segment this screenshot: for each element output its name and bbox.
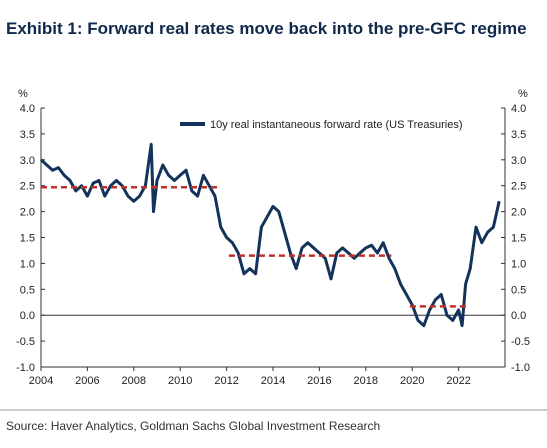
y-tick-label: 3.0 — [20, 155, 35, 167]
y2-tick-label: 1.5 — [511, 233, 526, 245]
x-tick-label: 2004 — [29, 375, 53, 387]
y2-unit: % — [518, 88, 528, 100]
y2-tick-label: 2.0 — [511, 207, 526, 219]
y2-tick-label: 3.5 — [511, 129, 526, 141]
y-tick-label: 1.0 — [20, 258, 35, 270]
legend-label: 10y real instantaneous forward rate (US … — [210, 119, 463, 131]
y-tick-label: 3.5 — [20, 129, 35, 141]
x-tick-label: 2008 — [122, 375, 146, 387]
x-tick-label: 2022 — [446, 375, 470, 387]
y-tick-label: -1.0 — [16, 362, 35, 374]
y2-tick-label: 0.5 — [511, 284, 526, 296]
y2-tick-label: -0.5 — [511, 336, 530, 348]
y-tick-label: 1.5 — [20, 233, 35, 245]
x-tick-label: 2010 — [168, 375, 192, 387]
y-tick-label: 0.5 — [20, 284, 35, 296]
x-tick-label: 2006 — [75, 375, 99, 387]
source: Source: Haver Analytics, Goldman Sachs G… — [6, 419, 380, 433]
y-tick-label: 0.0 — [20, 310, 35, 322]
x-tick-label: 2012 — [214, 375, 238, 387]
y-tick-label: 2.0 — [20, 207, 35, 219]
y2-tick-label: 2.5 — [511, 181, 526, 193]
y-tick-label: 4.0 — [20, 103, 35, 115]
y2-tick-label: 1.0 — [511, 258, 526, 270]
y-tick-label: -0.5 — [16, 336, 35, 348]
y-tick-label: 2.5 — [20, 181, 35, 193]
y2-tick-label: -1.0 — [511, 362, 530, 374]
y2-tick-label: 0.0 — [511, 310, 526, 322]
x-tick-label: 2018 — [354, 375, 378, 387]
x-tick-label: 2020 — [400, 375, 424, 387]
x-tick-label: 2014 — [261, 375, 285, 387]
y2-tick-label: 4.0 — [511, 103, 526, 115]
y2-tick-label: 3.0 — [511, 155, 526, 167]
x-tick-label: 2016 — [307, 375, 331, 387]
y-unit: % — [18, 88, 28, 100]
chart-title: Exhibit 1: Forward real rates move back … — [6, 19, 527, 38]
data-line — [39, 142, 501, 328]
